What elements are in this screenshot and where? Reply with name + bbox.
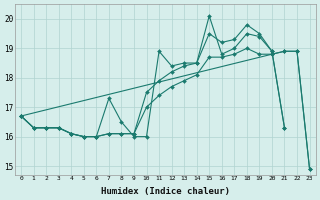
X-axis label: Humidex (Indice chaleur): Humidex (Indice chaleur) [101,187,230,196]
